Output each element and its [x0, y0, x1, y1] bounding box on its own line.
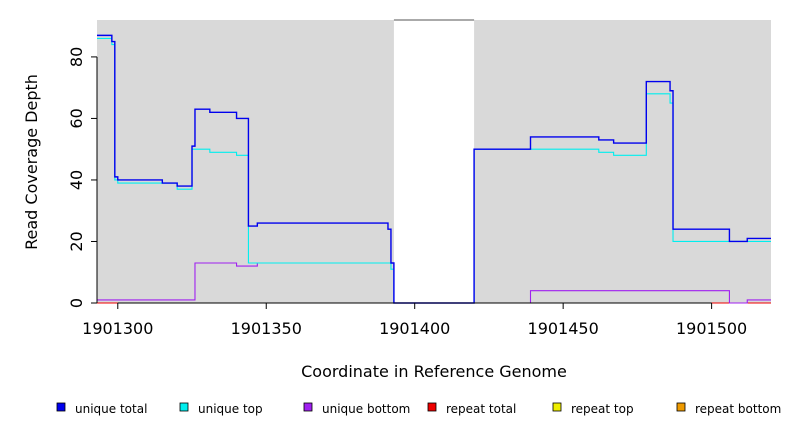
legend-item-repeat-total: repeat total [427, 402, 516, 416]
x-axis-title: Coordinate in Reference Genome [301, 362, 567, 381]
y-tick-label: 60 [67, 108, 86, 128]
axes: 1901300 1901350 1901400 1901450 1901500 0 20 4… [67, 47, 747, 338]
legend-item-unique-total: unique total [56, 402, 147, 416]
legend-label: repeat top [571, 402, 634, 416]
legend-item-unique-bottom: unique bottom [303, 402, 410, 416]
x-axis: 1901300 1901350 1901400 1901450 1901500 [82, 302, 747, 338]
legend-swatch [179, 402, 189, 412]
y-tick-label: 40 [67, 170, 86, 190]
legend-label: repeat bottom [695, 402, 781, 416]
legend-swatch [676, 402, 686, 412]
y-tick-label: 20 [67, 231, 86, 251]
legend-item-unique-top: unique top [179, 402, 263, 416]
x-tick-label: 1901350 [231, 319, 302, 338]
legend-label: unique top [198, 402, 263, 416]
x-tick-label: 1901450 [528, 319, 599, 338]
uncovered-region-0 [393, 20, 475, 303]
uncovered-regions [393, 19, 475, 303]
y-axis: 0 20 40 60 80 [67, 47, 98, 308]
legend-swatch [56, 402, 66, 412]
y-tick-label: 0 [67, 298, 86, 308]
legend-item-repeat-bottom: repeat bottom [676, 402, 781, 416]
legend-item-repeat-top: repeat top [552, 402, 634, 416]
y-tick-label: 80 [67, 47, 86, 67]
x-tick-label: 1901300 [82, 319, 153, 338]
legend: unique total unique top unique bottom repea… [56, 402, 781, 416]
legend-label: unique total [75, 402, 147, 416]
legend-swatch [552, 402, 562, 412]
x-tick-label: 1901500 [676, 319, 747, 338]
y-axis-title: Read Coverage Depth [22, 74, 41, 250]
x-tick-label: 1901400 [379, 319, 450, 338]
legend-label: repeat total [446, 402, 516, 416]
legend-swatch [303, 402, 313, 412]
series-line-unique-total [97, 34, 771, 304]
legend-swatch [427, 402, 437, 412]
legend-label: unique bottom [322, 402, 410, 416]
